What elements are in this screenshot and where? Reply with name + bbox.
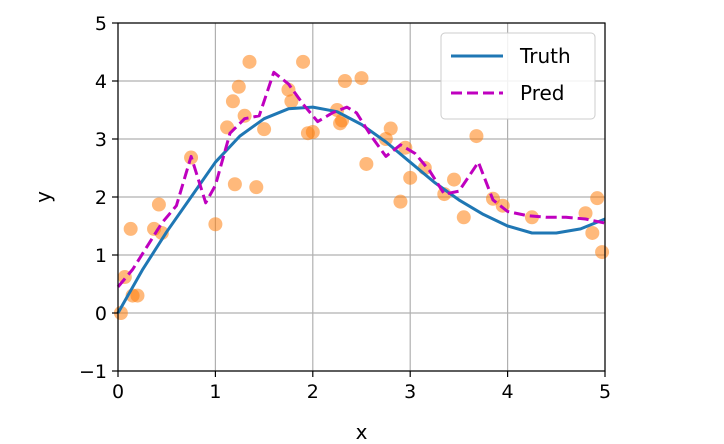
legend-truth-label: Truth [519,44,571,68]
sample-point [590,191,605,206]
sample-point [130,288,145,303]
pred-line [116,70,606,288]
y-tick-label: 2 [95,187,107,209]
y-tick-label: 1 [95,245,107,267]
sample-point [249,180,264,195]
legend-pred-label: Pred [520,81,565,105]
sample-point [281,82,296,97]
sample-point [378,132,393,146]
y-tick-label: 0 [95,303,107,325]
sample-point [469,129,484,144]
x-tick-label: 0 [112,381,124,403]
truth-line [116,105,606,314]
y-tick-label: 4 [95,71,107,93]
sample-point [595,245,610,260]
sample-point [284,94,299,109]
sample-point [447,172,462,187]
plot-series [113,54,610,320]
sample-point [383,121,398,136]
legend-box [440,32,596,120]
y-tick-label: −1 [79,361,107,383]
sample-point [359,156,374,171]
sample-point [208,217,223,232]
x-tick-label: 3 [404,381,416,403]
x-tick-label: 4 [502,381,514,403]
sample-point [354,71,369,86]
sample-point [456,210,471,225]
sample-point [585,225,600,240]
sample-point [403,170,418,185]
x-axis-label: x [356,420,368,444]
x-tick-label: 5 [599,381,611,403]
sample-point [393,194,408,209]
y-tick-label: 5 [95,13,107,35]
sample-point [231,79,246,94]
legend: Truth Pred [440,32,596,120]
sample-point [123,221,138,236]
y-tick-label: 3 [95,129,107,151]
sample-point [578,206,593,221]
sample-point [337,74,352,88]
sample-point [225,94,240,109]
sample-point [227,177,242,192]
sample-point [242,54,257,69]
x-tick-label: 2 [307,381,319,403]
sample-point [296,54,311,69]
x-tick-label: 1 [209,381,221,403]
sample-point [151,197,166,212]
y-axis-label: y [31,191,55,203]
sample-point [305,125,320,140]
sample-point [257,122,272,137]
